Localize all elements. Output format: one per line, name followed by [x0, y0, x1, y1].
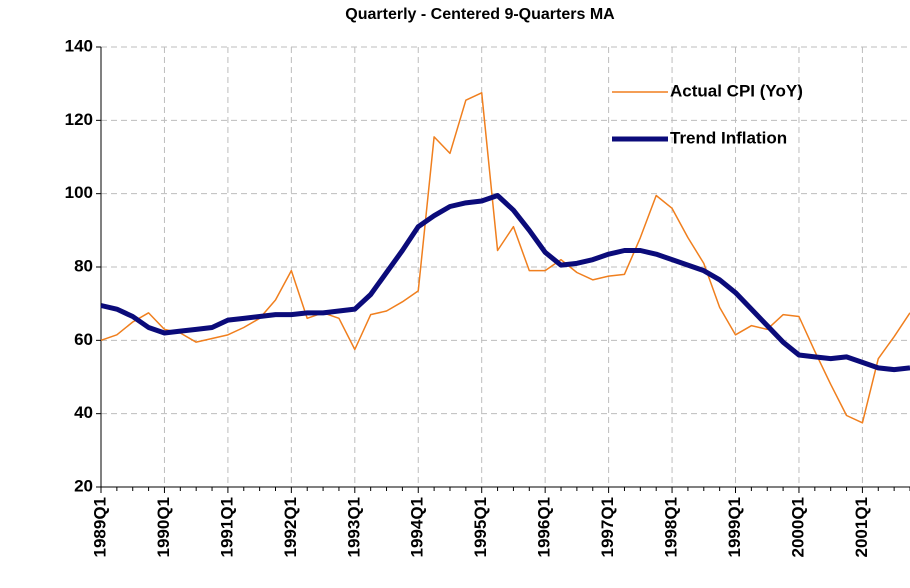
- x-tick-label: 2000Q1: [788, 497, 807, 558]
- x-tick-label: 1992Q1: [281, 497, 300, 558]
- legend-label: Trend Inflation: [670, 128, 787, 147]
- chart-title: Quarterly - Centered 9-Quarters MA: [345, 6, 615, 23]
- x-tick-label: 1997Q1: [598, 497, 617, 558]
- x-tick-label: 1989Q1: [90, 497, 109, 558]
- x-tick-label: 2001Q1: [852, 497, 871, 558]
- series-line: [100, 193, 910, 373]
- x-tick-label: 1995Q1: [471, 497, 490, 558]
- x-tick-label: 1996Q1: [535, 497, 554, 558]
- x-tick-label: 1993Q1: [344, 497, 363, 558]
- y-tick-label: 40: [74, 403, 93, 422]
- y-tick-label: 100: [65, 183, 93, 202]
- x-tick-label: 1998Q1: [662, 497, 681, 558]
- legend-label: Actual CPI (YoY): [670, 81, 803, 100]
- y-tick-label: 60: [74, 330, 93, 349]
- x-tick-label: 1990Q1: [154, 497, 173, 558]
- y-tick-label: 80: [74, 256, 93, 275]
- series-line: [100, 92, 910, 424]
- x-tick-label: 1999Q1: [725, 497, 744, 558]
- x-tick-label: 1991Q1: [217, 497, 236, 558]
- y-tick-label: 20: [74, 476, 93, 495]
- y-tick-label: 140: [65, 36, 93, 55]
- x-tick-label: 1994Q1: [408, 497, 427, 558]
- y-tick-label: 120: [65, 110, 93, 129]
